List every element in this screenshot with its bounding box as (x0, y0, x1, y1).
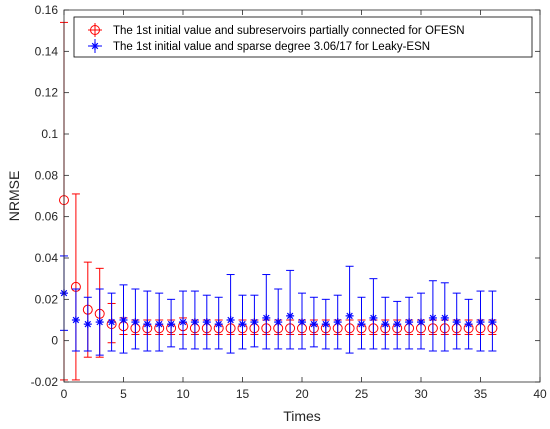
errorbar-leaky-esn (262, 274, 271, 350)
marker-leaky-esn (345, 311, 354, 320)
marker-leaky-esn (250, 318, 259, 327)
errorbar-leaky-esn (286, 269, 295, 350)
series-layer (59, 21, 498, 381)
marker-leaky-esn (238, 320, 247, 329)
y-tick-label: 0.14 (35, 44, 59, 58)
marker-leaky-esn (202, 318, 211, 327)
marker-leaky-esn (476, 318, 485, 327)
marker-leaky-esn (440, 313, 449, 322)
x-tick-label: 5 (120, 387, 127, 401)
x-tick-label: 15 (236, 387, 250, 401)
marker-leaky-esn (488, 318, 497, 327)
marker-leaky-esn (417, 318, 425, 327)
errorbar-leaky-esn (369, 278, 378, 350)
legend: The 1st initial value and subreservoirs … (73, 16, 533, 58)
marker-leaky-esn (357, 320, 366, 329)
errorbar-leaky-esn (226, 274, 235, 354)
marker-leaky-esn (179, 318, 187, 327)
marker-leaky-esn (428, 313, 437, 322)
legend-box (73, 16, 533, 58)
marker-leaky-esn (226, 316, 235, 324)
x-tick-label: 0 (61, 387, 68, 401)
y-tick-label: 0.06 (35, 210, 59, 224)
marker-leaky-esn (119, 316, 128, 324)
y-axis-label: NRMSE (6, 171, 22, 222)
marker-leaky-esn (381, 320, 390, 329)
marker-leaky-esn (155, 320, 164, 329)
marker-leaky-esn (143, 320, 152, 329)
x-tick-label: 35 (474, 387, 488, 401)
marker-leaky-esn (369, 313, 378, 322)
marker-leaky-esn (214, 320, 223, 329)
marker-leaky-esn (83, 320, 92, 329)
marker-leaky-esn (298, 318, 306, 327)
marker-leaky-esn (333, 318, 342, 327)
legend-label-ofesn: The 1st initial value and subreservoirs … (113, 25, 465, 37)
x-tick-label: 10 (176, 387, 190, 401)
marker-leaky-esn (452, 318, 461, 327)
legend-marker-leaky-esn (88, 39, 102, 53)
y-tick-label: 0.1 (41, 127, 58, 141)
x-tick-label: 40 (533, 387, 547, 401)
marker-leaky-esn (131, 318, 140, 327)
series-leaky-esn (60, 255, 497, 356)
x-tick-label: 30 (414, 387, 428, 401)
y-tick-label: 0.12 (35, 86, 59, 100)
x-axis-label: Times (283, 408, 321, 424)
y-tick-label: -0.02 (31, 375, 59, 389)
y-tick-label: 0.16 (35, 3, 59, 17)
marker-leaky-esn (286, 311, 295, 320)
x-tick-label: 25 (355, 387, 369, 401)
marker-leaky-esn (321, 320, 330, 329)
marker-leaky-esn (274, 318, 283, 327)
ticks-layer: 0 5 10 15 20 25 30 35 40-0.0200.020.040.060.080.… (31, 3, 547, 401)
marker-leaky-esn (464, 320, 473, 329)
y-tick-label: 0.04 (35, 251, 59, 265)
legend-label-leaky-esn: The 1st initial value and sparse degree … (113, 41, 430, 53)
errorbar-leaky-esn (345, 265, 354, 354)
marker-leaky-esn (71, 316, 80, 324)
marker-leaky-esn (309, 320, 318, 329)
marker-leaky-esn (167, 320, 176, 329)
marker-leaky-esn (262, 313, 271, 322)
legend-marker-ofesn (88, 23, 102, 37)
marker-leaky-esn (405, 318, 414, 327)
marker-leaky-esn (95, 318, 104, 327)
marker-leaky-esn (190, 318, 199, 327)
y-tick-label: 0.02 (35, 292, 59, 306)
y-tick-label: 0.08 (35, 168, 59, 182)
marker-leaky-esn (107, 318, 116, 327)
marker-leaky-esn (393, 320, 402, 329)
y-tick-label: 0 (51, 334, 58, 348)
x-tick-label: 20 (295, 387, 309, 401)
